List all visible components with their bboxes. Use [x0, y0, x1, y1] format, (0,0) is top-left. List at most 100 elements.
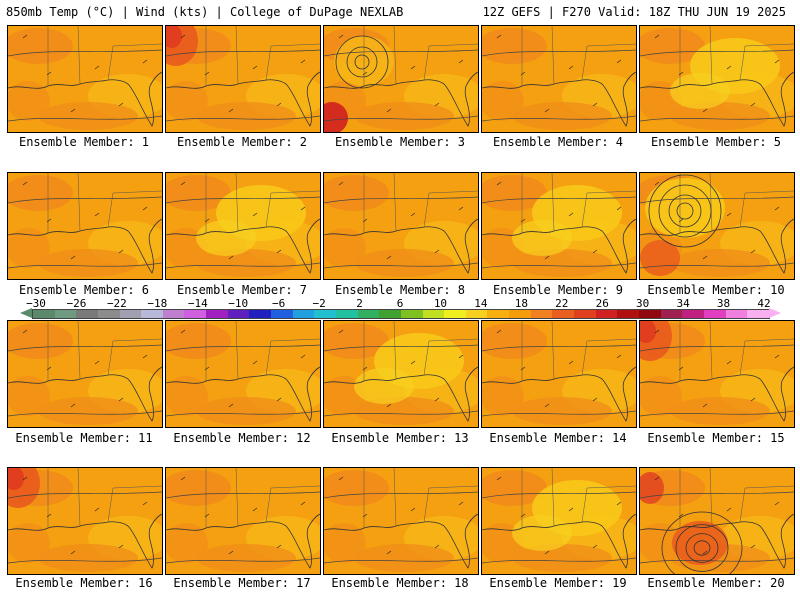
colorbar-cell — [184, 310, 207, 318]
ensemble-panel — [323, 172, 479, 280]
colorbar-tick-label: −22 — [106, 297, 127, 310]
colorbar-arrow-right — [769, 308, 781, 318]
colorbar-cell — [487, 310, 510, 318]
temperature-map — [324, 173, 478, 279]
temperature-map — [324, 321, 478, 427]
colorbar-cell — [119, 310, 142, 318]
temperature-map — [166, 321, 320, 427]
colorbar-tick-label: 14 — [474, 297, 488, 310]
ensemble-panel — [7, 172, 163, 280]
ensemble-member-label: Ensemble Member: 10 — [647, 283, 785, 297]
ensemble-member-label: Ensemble Member: 3 — [334, 135, 466, 149]
colorbar-cell — [335, 310, 358, 318]
ensemble-member-label: Ensemble Member: 20 — [647, 576, 785, 590]
colorbar-tick-label: 34 — [676, 297, 690, 310]
colorbar-tick-label: −10 — [228, 297, 249, 310]
temperature-map — [8, 321, 162, 427]
ensemble-panel — [481, 172, 637, 280]
ensemble-member-label: Ensemble Member: 4 — [492, 135, 624, 149]
ensemble-panel — [165, 172, 321, 280]
colorbar-tick-label: −26 — [66, 297, 87, 310]
ensemble-member-label: Ensemble Member: 2 — [176, 135, 308, 149]
temperature-map — [640, 173, 794, 279]
temperature-map — [640, 321, 794, 427]
colorbar-cell — [33, 310, 55, 318]
temperature-map — [8, 26, 162, 132]
colorbar-cell — [400, 310, 423, 318]
ensemble-panel — [639, 320, 795, 428]
ensemble-member-label: Ensemble Member: 15 — [647, 431, 785, 445]
ensemble-member-label: Ensemble Member: 9 — [492, 283, 624, 297]
colorbar-cell — [574, 310, 596, 318]
colorbar-cell — [357, 310, 380, 318]
colorbar-cell — [660, 310, 683, 318]
colorbar-cell — [682, 310, 704, 318]
map-title: 850mb Temp (°C) | Wind (kts) | College o… — [6, 5, 404, 19]
colorbar-cell — [552, 310, 575, 318]
ensemble-panel — [7, 320, 163, 428]
ensemble-member-label: Ensemble Member: 1 — [18, 135, 150, 149]
colorbar-strip — [32, 309, 770, 319]
temperature-map — [482, 173, 636, 279]
colorbar-tick-label: −14 — [187, 297, 208, 310]
temperature-map — [166, 468, 320, 574]
colorbar-cell — [725, 310, 748, 318]
temperature-map — [8, 468, 162, 574]
temperature-map — [640, 468, 794, 574]
colorbar-arrow-left — [20, 308, 32, 318]
ensemble-member-label: Ensemble Member: 19 — [489, 576, 627, 590]
ensemble-member-label: Ensemble Member: 6 — [18, 283, 150, 297]
ensemble-member-label: Ensemble Member: 16 — [15, 576, 153, 590]
ensemble-member-label: Ensemble Member: 12 — [173, 431, 311, 445]
ensemble-member-label: Ensemble Member: 13 — [331, 431, 469, 445]
ensemble-panel — [639, 172, 795, 280]
colorbar-tick-label: −2 — [312, 297, 326, 310]
temperature-map — [482, 468, 636, 574]
ensemble-panel — [323, 320, 479, 428]
ensemble-member-label: Ensemble Member: 5 — [650, 135, 782, 149]
colorbar-cell — [292, 310, 315, 318]
ensemble-panel — [323, 25, 479, 133]
temperature-map — [482, 26, 636, 132]
ensemble-member-label: Ensemble Member: 7 — [176, 283, 308, 297]
colorbar-tick-label: −6 — [272, 297, 286, 310]
ensemble-member-label: Ensemble Member: 18 — [331, 576, 469, 590]
colorbar-cell — [54, 310, 77, 318]
ensemble-panel — [323, 467, 479, 575]
temperature-map — [8, 173, 162, 279]
temperature-map — [482, 321, 636, 427]
ensemble-panel — [165, 467, 321, 575]
ensemble-panel — [7, 467, 163, 575]
colorbar-tick-label: 42 — [757, 297, 771, 310]
temperature-map — [324, 26, 478, 132]
ensemble-panel — [481, 25, 637, 133]
colorbar-tick-label: 6 — [396, 297, 404, 310]
colorbar-tick-label: 10 — [433, 297, 448, 310]
colorbar-tick-label: 22 — [555, 297, 569, 310]
colorbar-cell — [638, 310, 661, 318]
colorbar-cell — [97, 310, 120, 318]
temperature-colorbar: −30 −26 −22 −18 −14 −10 −6 −2 2 6 10 14 18 22 26 30 34 38… — [12, 297, 788, 321]
colorbar-tick-label: 2 — [356, 297, 363, 310]
colorbar-cell — [76, 310, 98, 318]
ensemble-panel — [7, 25, 163, 133]
temperature-map — [166, 26, 320, 132]
map-valid-time: 12Z GEFS | F270 Valid: 18Z THU JUN 19 20… — [482, 5, 786, 19]
colorbar-tick-label: 30 — [636, 297, 650, 310]
colorbar-tick-label: 38 — [716, 297, 731, 310]
colorbar-cell — [509, 310, 531, 318]
colorbar-cell — [595, 310, 618, 318]
ensemble-member-label: Ensemble Member: 8 — [334, 283, 466, 297]
colorbar-cell — [422, 310, 445, 318]
ensemble-member-label: Ensemble Member: 11 — [15, 431, 153, 445]
colorbar-tick-label: −18 — [147, 297, 168, 310]
colorbar-cell — [530, 310, 553, 318]
colorbar-cell — [162, 310, 185, 318]
temperature-map — [324, 468, 478, 574]
colorbar-tick-label: 18 — [514, 297, 528, 310]
colorbar-tick-label: 26 — [595, 297, 609, 310]
ensemble-member-label: Ensemble Member: 17 — [173, 576, 311, 590]
temperature-map — [640, 26, 794, 132]
colorbar-cell — [314, 310, 336, 318]
colorbar-cell — [271, 310, 293, 318]
